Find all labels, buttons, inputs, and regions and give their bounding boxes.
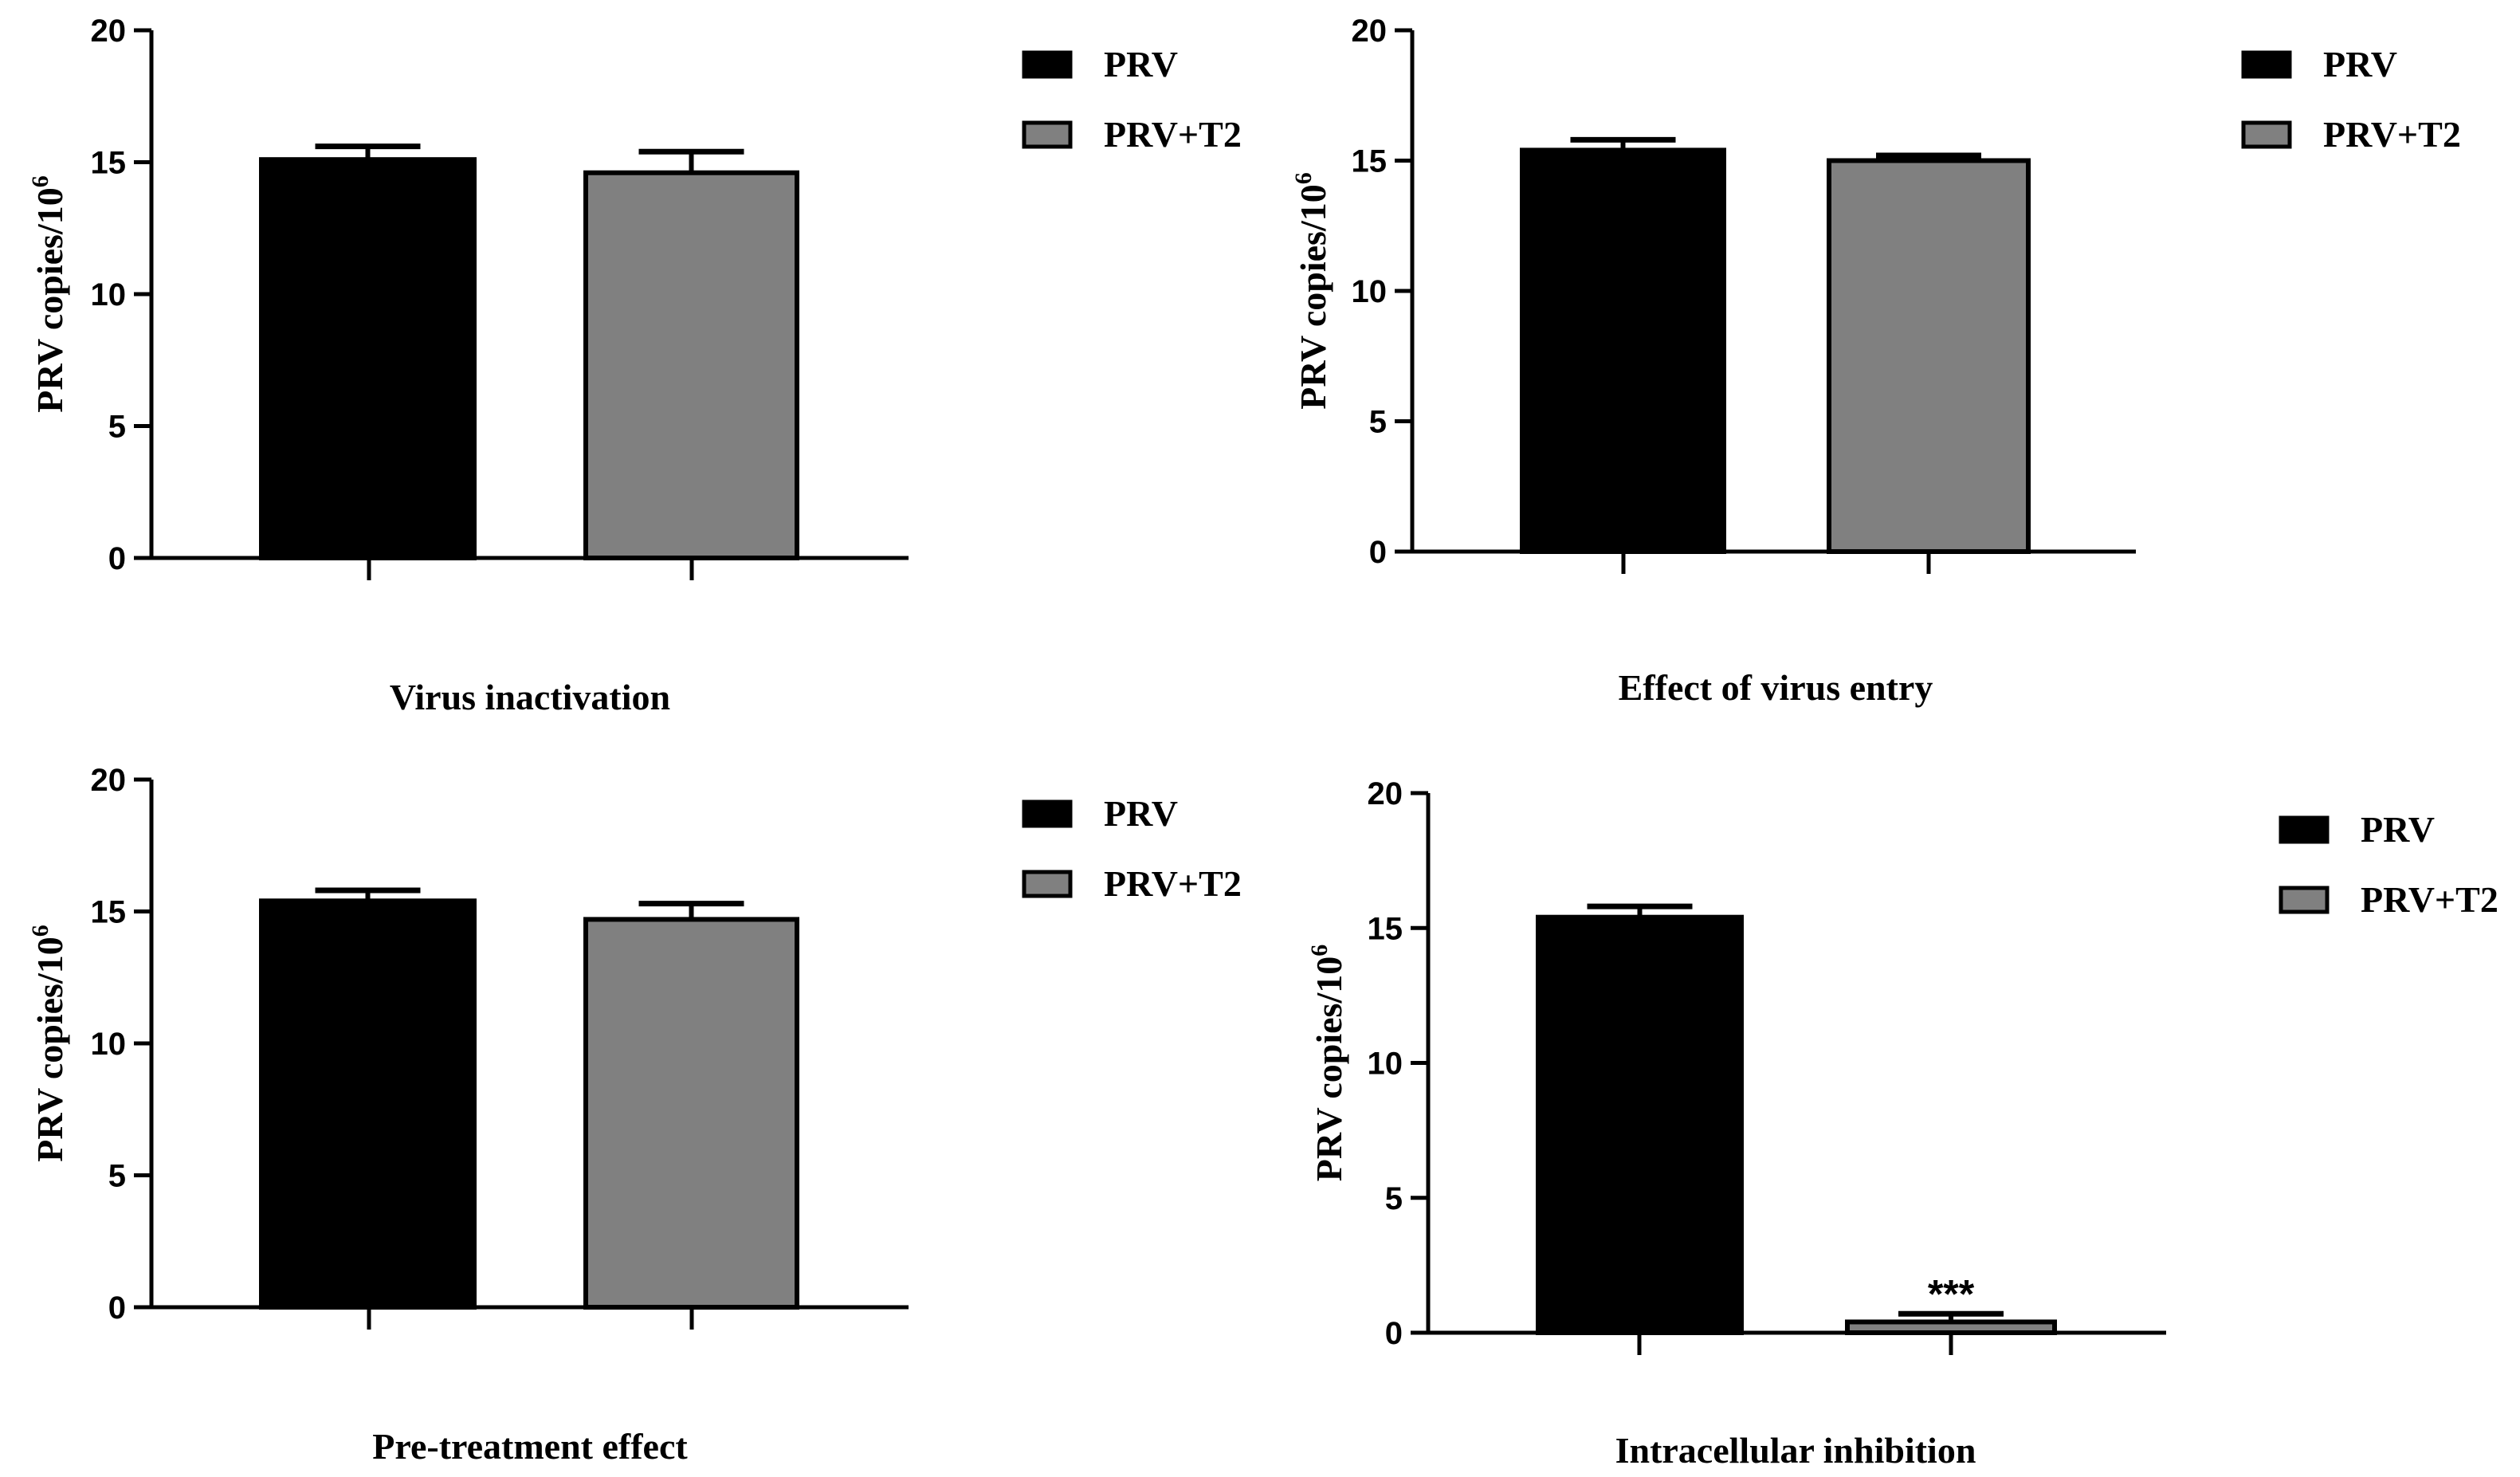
legend-swatch: [1022, 870, 1073, 898]
legend-label: PRV+T2: [1104, 114, 1242, 155]
bar-prv: [1520, 147, 1726, 554]
y-tick-label: 0: [108, 1290, 126, 1326]
chart-title: Intracellular inhibition: [1615, 1430, 1976, 1471]
y-tick-label: 10: [1352, 274, 1388, 309]
y-tick-label: 20: [91, 763, 127, 798]
bar-prv-t2: [1845, 1319, 2057, 1335]
legend-swatch: [1022, 120, 1073, 149]
legend-swatch: [2241, 120, 2292, 149]
y-tick-label: 10: [91, 1027, 127, 1062]
legend-swatch: [2241, 50, 2292, 79]
y-axis-label-text: PRV copies/10: [29, 187, 70, 412]
y-axis-label: PRV copies/106: [27, 175, 70, 412]
legend-swatch: [1022, 799, 1073, 828]
y-axis-label-text: PRV copies/10: [1293, 184, 1333, 409]
legend-label: PRV+T2: [2323, 114, 2461, 155]
y-tick-label: 20: [1352, 14, 1388, 49]
chart-title: Pre-treatment effect: [372, 1426, 688, 1467]
chart-title: Virus inactivation: [390, 677, 670, 717]
bar-prv-t2: [583, 917, 799, 1310]
y-tick-label: 15: [91, 146, 127, 181]
y-axis-label: PRV copies/106: [27, 925, 70, 1161]
chart-panel-1: 0 5 10 15 20 PRV copies/106 Virus inactivation…: [27, 14, 1242, 717]
legend-label: PRV: [2361, 809, 2435, 850]
y-tick-label: 5: [1385, 1181, 1403, 1216]
chart-panel-4: 0 5 10 15 20 *** PRV copies/106 Intracellular i…: [1306, 776, 2498, 1471]
y-tick-label: 10: [91, 277, 127, 312]
y-axis-label: PRV copies/106: [1290, 172, 1333, 409]
legend-label: PRV: [1104, 793, 1178, 834]
y-tick-label: 20: [91, 14, 127, 49]
y-axis-label-superscript: 6: [1290, 172, 1317, 184]
y-axis-label-superscript: 6: [27, 925, 53, 937]
y-axis-label-superscript: 6: [27, 175, 53, 187]
bar-prv-t2: [1827, 158, 2031, 554]
legend-swatch: [2279, 815, 2330, 844]
y-tick-label: 15: [1368, 911, 1403, 946]
y-tick-label: 5: [108, 1159, 126, 1194]
y-tick-label: 5: [108, 410, 126, 445]
chart-title: Effect of virus entry: [1619, 667, 1933, 708]
legend-label: PRV+T2: [2361, 879, 2498, 920]
bar-prv-t2: [583, 170, 799, 561]
legend-swatch: [1022, 50, 1073, 79]
legend-swatch: [2279, 886, 2330, 914]
y-tick-label: 0: [108, 541, 126, 576]
significance-annotation: ***: [1928, 1271, 1975, 1316]
chart-panel-2: 0 5 10 15 20 PRV copies/106 Effect of virus en…: [1290, 14, 2461, 708]
y-tick-label: 10: [1368, 1047, 1403, 1082]
y-axis-label-text: PRV copies/10: [1309, 957, 1349, 1181]
y-tick-label: 0: [1385, 1316, 1403, 1351]
y-tick-label: 0: [1369, 535, 1387, 570]
bar-prv: [259, 157, 477, 560]
y-axis-label-text: PRV copies/10: [29, 937, 70, 1161]
y-axis-label: PRV copies/106: [1306, 945, 1349, 1181]
legend-label: PRV+T2: [1104, 863, 1242, 904]
chart-panel-3: 0 5 10 15 20 PRV copies/106 Pre-treatment effe…: [27, 763, 1242, 1467]
y-tick-label: 15: [91, 895, 127, 930]
bar-prv: [1536, 914, 1744, 1335]
y-tick-label: 15: [1352, 144, 1388, 179]
y-tick-label: 20: [1368, 776, 1403, 811]
y-axis-label-superscript: 6: [1306, 945, 1333, 957]
legend-label: PRV: [2323, 44, 2397, 84]
legend-label: PRV: [1104, 44, 1178, 84]
y-tick-label: 5: [1369, 405, 1387, 440]
bar-prv: [259, 898, 477, 1310]
